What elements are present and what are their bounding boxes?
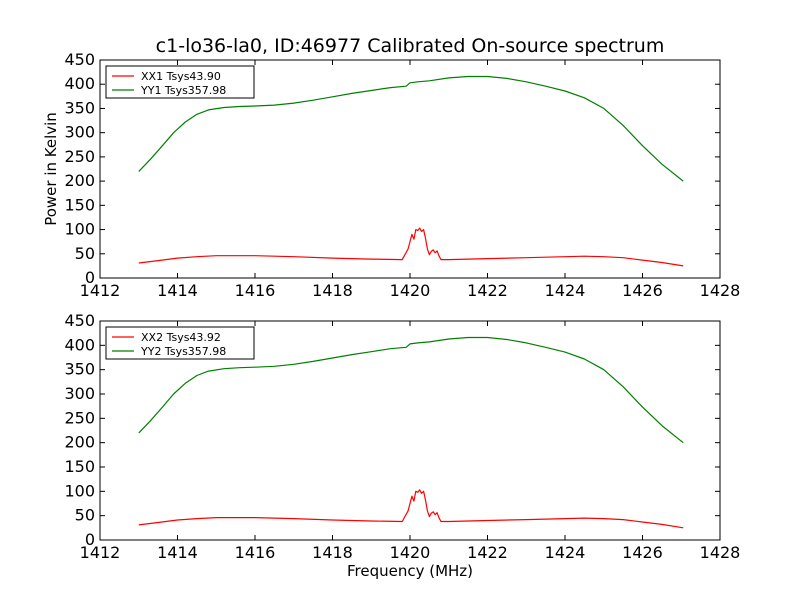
chart-2-ytick-label-3: 150	[64, 457, 95, 476]
chart-1-series-line-1	[138, 227, 684, 267]
chart-2-ytick-label-5: 250	[64, 408, 95, 427]
chart-1-plot: 1412 1414 1416 1418 1420 1422 1424 1426 1428 0 50 1…	[42, 50, 740, 300]
chart-2-xtick-label-1: 1414	[157, 543, 198, 562]
chart-2-ytick-label-2: 100	[64, 481, 95, 500]
chart-2-legend-box	[105, 326, 255, 360]
chart-2-plot: 1412 1414 1416 1418 1420 1422 1424 1426 1428 0 50 1…	[64, 311, 740, 580]
chart-2-legend-label-1: XX2 Tsys43.92	[141, 331, 221, 344]
chart-1-ytick-label-7: 350	[64, 98, 95, 117]
chart-2-xtick-label-2: 1416	[235, 543, 276, 562]
chart-2-xtick-label-8: 1428	[700, 543, 741, 562]
chart-1-series-line-2	[138, 75, 684, 182]
chart-2-ytick-label-8: 400	[64, 335, 95, 354]
chart-2-series-line-1	[138, 489, 684, 529]
chart-1-ytick-label-5: 250	[64, 147, 95, 166]
chart-2-ytick-label-0: 0	[85, 530, 95, 549]
chart-1-ytick-label-1: 50	[75, 244, 95, 263]
plots-group: 1412 1414 1416 1418 1420 1422 1424 1426 1428 0 50 1…	[42, 50, 740, 580]
chart-1-ytick-label-3: 150	[64, 195, 95, 214]
chart-1-xtick-label-5: 1422	[467, 281, 508, 300]
chart-1-ytick-label-6: 300	[64, 123, 95, 142]
chart-1-legend-label-1: XX1 Tsys43.90	[141, 70, 221, 83]
chart-1-xtick-label-1: 1414	[157, 281, 198, 300]
chart-2-ytick-label-1: 50	[75, 506, 95, 525]
chart-1-ytick-label-2: 100	[64, 220, 95, 239]
chart-2-ytick-label-6: 300	[64, 384, 95, 403]
chart-1-xtick-label-6: 1424	[545, 281, 586, 300]
chart-2-xtick-label-0: 1412	[80, 543, 121, 562]
chart-2-xlabel: Frequency (MHz)	[347, 562, 473, 580]
chart-title: c1-lo36-la0, ID:46977 Calibrated On-sour…	[156, 35, 665, 57]
chart-1-xtick-label-2: 1416	[235, 281, 276, 300]
chart-2-xtick-label-4: 1420	[390, 543, 431, 562]
chart-2-ytick-label-9: 450	[64, 311, 95, 330]
chart-1-ylabel: Power in Kelvin	[42, 112, 60, 226]
chart-1-xtick-label-0: 1412	[80, 281, 121, 300]
chart-2-ytick-label-7: 350	[64, 360, 95, 379]
chart-2-xtick-label-3: 1418	[312, 543, 353, 562]
chart-1-xtick-label-3: 1418	[312, 281, 353, 300]
chart-1-legend-label-2: YY1 Tsys357.98	[140, 84, 226, 97]
chart-2-series-line-2	[138, 336, 684, 444]
chart-2-xtick-label-7: 1426	[622, 543, 663, 562]
chart-1-xtick-label-7: 1426	[622, 281, 663, 300]
chart-1-xtick-label-8: 1428	[700, 281, 741, 300]
chart-1-xtick-label-4: 1420	[390, 281, 431, 300]
chart-2-ytick-label-4: 200	[64, 433, 95, 452]
chart-2-xtick-label-5: 1422	[467, 543, 508, 562]
chart-1-ytick-label-8: 400	[64, 74, 95, 93]
chart-2-legend-label-2: YY2 Tsys357.98	[140, 345, 226, 358]
chart-1-legend-box	[105, 65, 255, 99]
chart-1-ytick-label-9: 450	[64, 50, 95, 69]
chart-1-ytick-label-0: 0	[85, 268, 95, 287]
chart-1-ytick-label-4: 200	[64, 171, 95, 190]
chart-2-xtick-label-6: 1424	[545, 543, 586, 562]
